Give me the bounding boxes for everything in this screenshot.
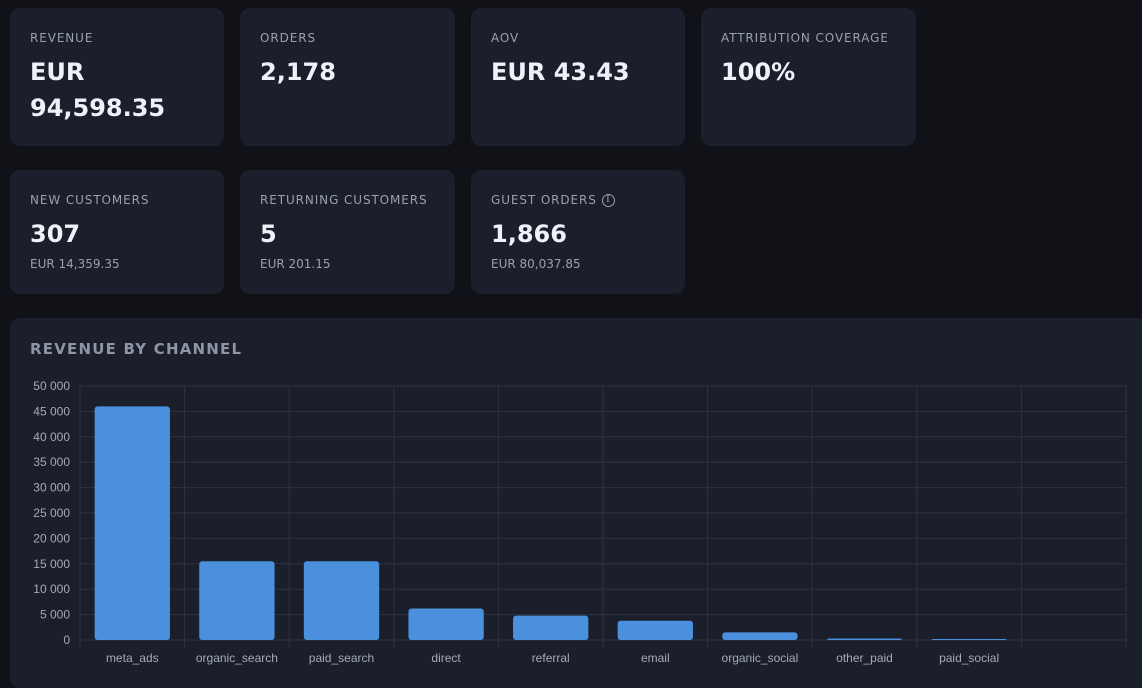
y-tick-label: 40 000 — [33, 430, 70, 444]
kpi-label: GUEST ORDERS — [491, 193, 597, 207]
bar-other_paid[interactable] — [826, 638, 903, 640]
kpi-card-aov: AOV EUR 43.43 — [471, 8, 685, 146]
x-tick-label: organic_search — [196, 651, 278, 665]
kpi-subvalue: EUR 201.15 — [260, 257, 331, 271]
bar-meta_ads[interactable] — [94, 406, 170, 640]
info-icon[interactable]: i — [601, 193, 615, 207]
y-tick-label: 25 000 — [33, 506, 70, 520]
kpi-card-revenue: REVENUE EUR 94,598.35 — [10, 8, 224, 146]
bar-organic_search[interactable] — [199, 561, 275, 640]
revenue-by-channel-panel: REVENUE BY CHANNEL 0 5 000 10 000 15 000 20 … — [10, 318, 1142, 688]
bar-direct[interactable] — [408, 608, 484, 640]
kpi-card-orders: ORDERS 2,178 — [240, 8, 455, 146]
y-tick-label: 30 000 — [33, 481, 70, 495]
kpi-value: 5 — [260, 220, 277, 248]
kpi-subvalue: EUR 80,037.85 — [491, 257, 581, 271]
x-tick-label: paid_search — [309, 651, 374, 665]
y-tick-label: 20 000 — [33, 531, 70, 545]
kpi-value: EUR 94,598.35 — [30, 58, 166, 122]
kpi-label: NEW CUSTOMERS — [30, 193, 150, 207]
kpi-subvalue: EUR 14,359.35 — [30, 257, 120, 271]
bar-email[interactable] — [617, 620, 693, 640]
x-tick-label: direct — [431, 651, 461, 665]
kpi-value: 100% — [721, 58, 796, 86]
kpi-card-returning-customers: RETURNING CUSTOMERS 5 EUR 201.15 — [240, 170, 455, 294]
panel-title: REVENUE BY CHANNEL — [30, 340, 243, 358]
x-tick-label: paid_social — [939, 651, 999, 665]
y-tick-label: 45 000 — [33, 404, 70, 418]
bar-organic_social[interactable] — [722, 632, 798, 640]
bar-referral[interactable] — [513, 615, 589, 640]
y-tick-label: 15 000 — [33, 557, 70, 571]
kpi-label: AOV — [491, 31, 520, 45]
y-tick-label: 35 000 — [33, 455, 70, 469]
bar-paid_social[interactable] — [931, 638, 1007, 640]
kpi-value: 2,178 — [260, 58, 336, 86]
x-tick-label: referral — [532, 651, 570, 665]
x-tick-label: other_paid — [836, 651, 893, 665]
y-tick-label: 10 000 — [33, 582, 70, 596]
y-tick-label: 50 000 — [33, 379, 70, 393]
kpi-label: RETURNING CUSTOMERS — [260, 193, 428, 207]
kpi-card-new-customers: NEW CUSTOMERS 307 EUR 14,359.35 — [10, 170, 224, 294]
x-tick-label: meta_ads — [106, 651, 159, 665]
kpi-card-attribution-coverage: ATTRIBUTION COVERAGE 100% — [701, 8, 916, 146]
kpi-label: ORDERS — [260, 31, 316, 45]
kpi-label-wrap: GUEST ORDERS i — [491, 193, 665, 207]
y-tick-label: 5 000 — [40, 608, 70, 622]
kpi-value: 307 — [30, 220, 81, 248]
x-tick-label: email — [641, 651, 670, 665]
kpi-label: REVENUE — [30, 31, 94, 45]
y-tick-label: 0 — [63, 633, 70, 647]
kpi-value: EUR 43.43 — [491, 58, 630, 86]
x-tick-label: organic_social — [722, 651, 799, 665]
kpi-label: ATTRIBUTION COVERAGE — [721, 31, 889, 45]
bar-paid_search[interactable] — [303, 561, 380, 640]
revenue-bar-chart: 0 5 000 10 000 15 000 20 000 25 000 30 000 35 0… — [33, 379, 1127, 665]
kpi-value: 1,866 — [491, 220, 567, 248]
kpi-card-guest-orders: GUEST ORDERS i 1,866 EUR 80,037.85 — [471, 170, 685, 294]
